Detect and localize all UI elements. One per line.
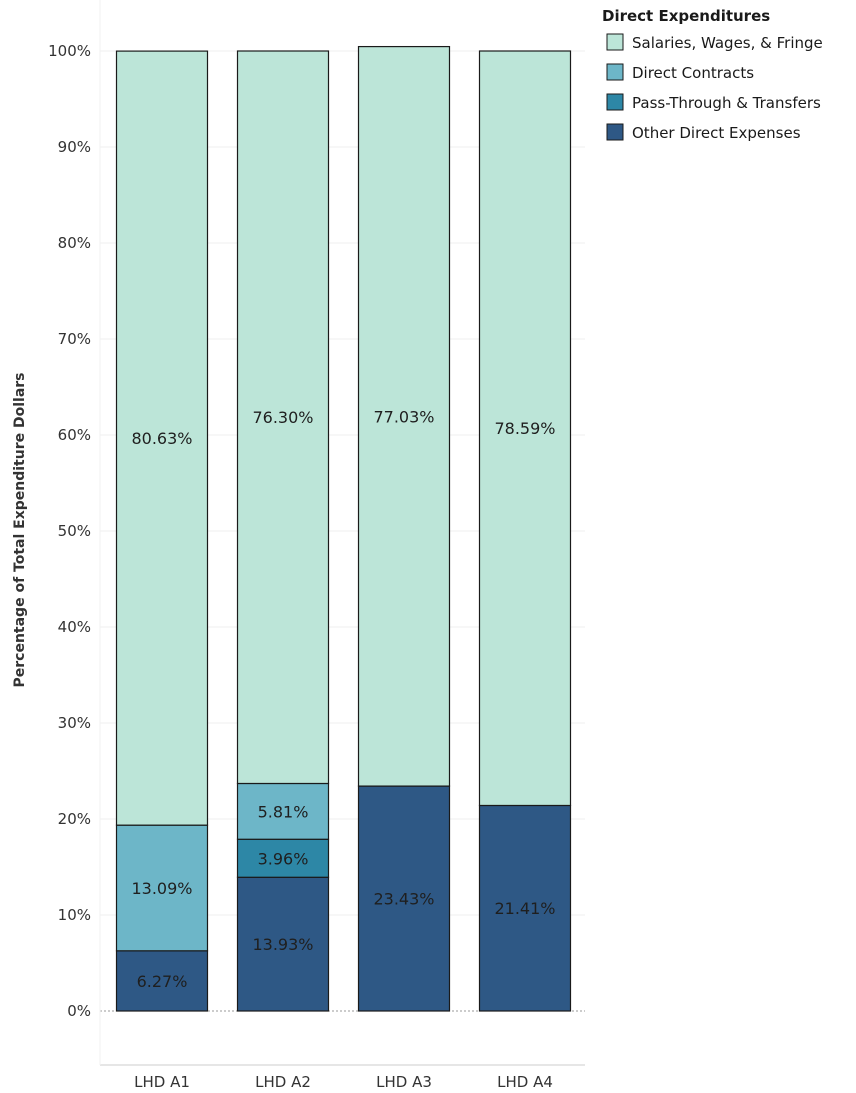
- y-tick-label: 0%: [67, 1002, 91, 1020]
- y-tick-label: 70%: [58, 330, 91, 348]
- data-label: 3.96%: [258, 849, 309, 868]
- data-label: 78.59%: [494, 419, 555, 438]
- bar-segment: [478, 50, 572, 807]
- x-tick-label: LHD A2: [255, 1073, 311, 1091]
- legend-label: Other Direct Expenses: [632, 124, 801, 142]
- data-label: 80.63%: [131, 429, 192, 448]
- bar-segment: [115, 50, 209, 826]
- legend-label: Salaries, Wages, & Fringe: [632, 34, 823, 52]
- legend-label: Pass-Through & Transfers: [632, 94, 821, 112]
- y-tick-label: 90%: [58, 138, 91, 156]
- x-tick-label: LHD A3: [376, 1073, 432, 1091]
- x-tick-label: LHD A1: [134, 1073, 190, 1091]
- data-label: 5.81%: [258, 802, 309, 821]
- y-tick-label: 30%: [58, 714, 91, 732]
- y-tick-label: 40%: [58, 618, 91, 636]
- bar-segment: [478, 804, 572, 1012]
- y-tick-label: 100%: [48, 42, 91, 60]
- data-label: 23.43%: [373, 890, 434, 909]
- bar-segment: [236, 50, 330, 785]
- legend: Direct Expenditures Salaries, Wages, & F…: [602, 7, 823, 142]
- bar-segment: [357, 45, 451, 787]
- data-label: 76.30%: [252, 408, 313, 427]
- legend-swatch: [606, 63, 624, 81]
- y-axis-title: Percentage of Total Expenditure Dollars: [12, 372, 28, 687]
- bar-segment: [115, 824, 209, 952]
- legend-swatch: [606, 123, 624, 141]
- data-labels: 6.27% 13.09% 80.63% 13.93% 3.96% 5.81% 76.30% 2…: [131, 407, 555, 991]
- data-label: 6.27%: [137, 972, 188, 991]
- y-tick-label: 50%: [58, 522, 91, 540]
- bar-segment: [236, 782, 330, 840]
- x-axis: LHD A1 LHD A2 LHD A3 LHD A4: [99, 0, 585, 1091]
- data-label: 13.93%: [252, 935, 313, 954]
- bar-segment: [236, 876, 330, 1012]
- legend-title: Direct Expenditures: [602, 7, 770, 25]
- y-tick-label: 10%: [58, 906, 91, 924]
- x-tick-label: LHD A4: [497, 1073, 553, 1091]
- data-label: 21.41%: [494, 899, 555, 918]
- legend-swatch: [606, 33, 624, 51]
- y-tick-label: 20%: [58, 810, 91, 828]
- data-label: 13.09%: [131, 879, 192, 898]
- y-axis-ticks: 0% 10% 20% 30% 40% 50% 60% 70% 80% 90% 100%: [48, 42, 91, 1020]
- y-tick-label: 60%: [58, 426, 91, 444]
- legend-label: Direct Contracts: [632, 64, 754, 82]
- bar-segment: [236, 838, 330, 878]
- bars: [115, 45, 572, 1012]
- bar-segment: [115, 950, 209, 1012]
- y-tick-label: 80%: [58, 234, 91, 252]
- data-label: 77.03%: [373, 407, 434, 426]
- legend-swatch: [606, 93, 624, 111]
